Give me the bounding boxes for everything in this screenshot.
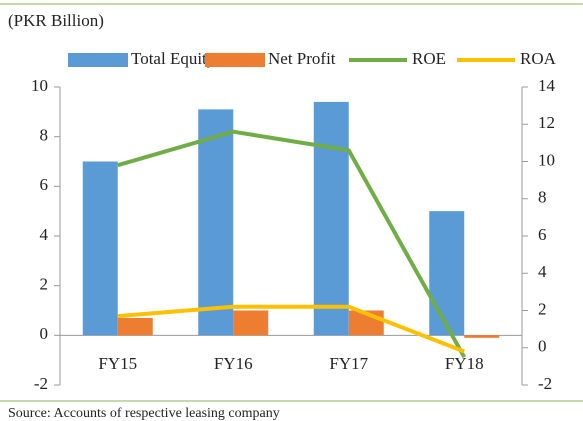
legend-label: Total Equity — [131, 49, 216, 68]
bar — [233, 310, 269, 336]
y2-tick-label: 4 — [538, 262, 547, 281]
y2-tick-label: 2 — [538, 299, 547, 318]
source: Source: Accounts of respective leasing c… — [8, 406, 280, 421]
y-tick-label: -2 — [34, 374, 48, 393]
bar — [82, 161, 118, 336]
legend-swatch — [205, 53, 265, 67]
y-tick-label: 4 — [40, 225, 49, 244]
x-tick-label: FY17 — [329, 354, 368, 373]
y2-tick-label: 8 — [538, 188, 547, 207]
bar — [313, 101, 349, 336]
line-series — [117, 129, 466, 359]
legend-label: Net Profit — [268, 49, 336, 68]
y2-tick-label: 6 — [538, 225, 547, 244]
y-tick-label: 10 — [31, 76, 48, 95]
legend-label: ROE — [412, 49, 446, 68]
x-tick-label: FY18 — [445, 354, 484, 373]
y-tick-label: 6 — [40, 175, 49, 194]
y-tick-label: 0 — [40, 324, 49, 343]
y2-tick-label: 0 — [538, 337, 547, 356]
y2-tick-label: 12 — [538, 113, 555, 132]
bar — [198, 109, 234, 336]
x-tick-label: FY16 — [214, 354, 253, 373]
legend-swatch — [68, 53, 128, 67]
x-tick-label: FY15 — [98, 354, 137, 373]
y2-tick-label: 14 — [538, 76, 556, 95]
unit-label: (PKR Billion) — [8, 11, 104, 30]
bar — [464, 335, 500, 338]
y-tick-label: 2 — [40, 275, 49, 294]
legend-label: ROA — [520, 49, 557, 68]
bar — [429, 211, 465, 336]
y-tick-label: 8 — [40, 126, 49, 145]
line-series — [117, 304, 465, 354]
bar — [117, 317, 153, 336]
y2-tick-label: -2 — [538, 374, 552, 393]
y2-tick-label: 10 — [538, 150, 555, 169]
